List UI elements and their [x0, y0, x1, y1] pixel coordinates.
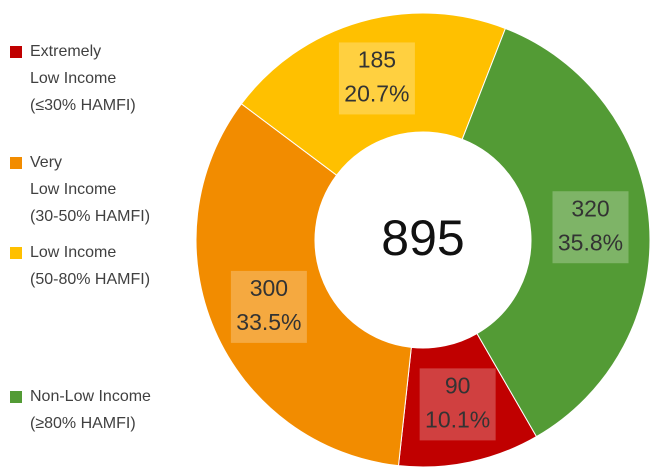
label-box: [419, 368, 496, 441]
legend: Extremely Low Income (≤30% HAMFI) Very Low I…: [10, 43, 151, 432]
legend-swatch: [10, 157, 22, 169]
legend-swatch: [10, 391, 22, 403]
slice: [461, 27, 650, 438]
donut: [195, 12, 650, 468]
legend-label: Low Income (50-80% HAMFI): [30, 244, 150, 288]
legend-label: Non-Low Income (≥80% HAMFI): [30, 388, 151, 432]
legend-label: Extremely Low Income (≤30% HAMFI): [30, 43, 136, 114]
slice-percent-label: 33.5%: [236, 309, 301, 335]
label-box: [338, 42, 415, 115]
slice-value-label: 90: [445, 372, 471, 398]
legend-label: Very Low Income (30-50% HAMFI): [30, 154, 150, 225]
slice: [195, 103, 412, 467]
label-box: [552, 191, 629, 264]
slice-value-label: 185: [358, 47, 396, 73]
legend-swatch: [10, 247, 22, 259]
slice-percent-label: 10.1%: [425, 406, 490, 432]
slice-value-label: 300: [250, 275, 288, 301]
label-box: [230, 270, 307, 343]
slice-labels: 90 10.1% 300 33.5% 185 20.7% 320 35.8%: [230, 42, 629, 441]
legend-swatch: [10, 46, 22, 58]
slice-percent-label: 20.7%: [344, 81, 409, 107]
slice-value-label: 320: [571, 195, 609, 221]
slice: [240, 12, 507, 176]
slice-percent-label: 35.8%: [558, 229, 623, 255]
center-total: 895: [381, 210, 464, 266]
